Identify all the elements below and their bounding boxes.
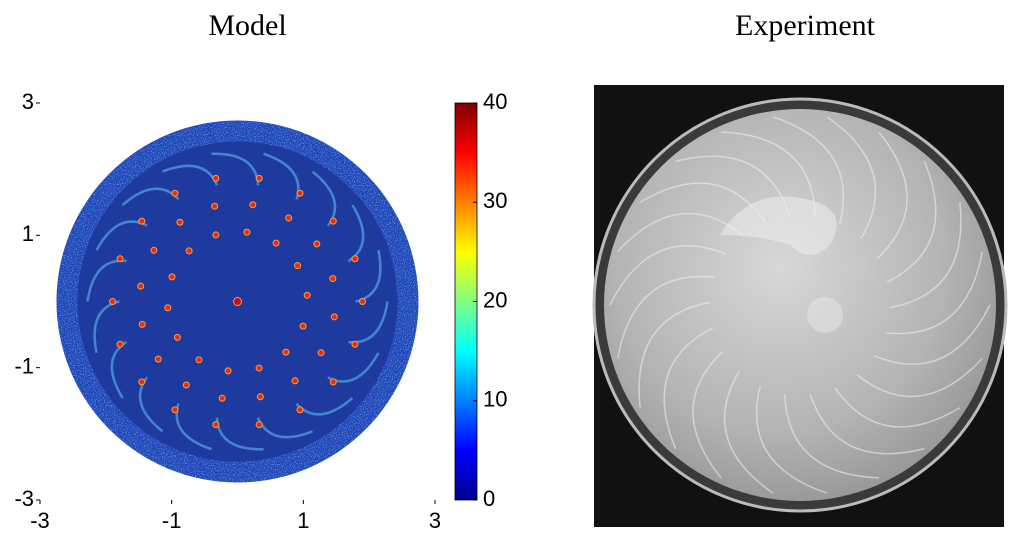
streak: [876, 131, 908, 260]
hotspot: [317, 349, 325, 357]
hotspot: [109, 298, 116, 305]
streak: [616, 275, 715, 359]
hotspot: [294, 262, 302, 270]
hotspot: [212, 421, 220, 429]
hotspot: [176, 218, 184, 226]
streak: [663, 327, 714, 449]
hotspot: [138, 217, 146, 225]
hotspot: [171, 189, 179, 197]
hotspot: [212, 231, 220, 239]
streak: [692, 350, 724, 479]
hotspot: [182, 381, 190, 389]
hotspot: [272, 239, 280, 247]
colorbar-tick-label: 40: [483, 89, 507, 114]
panel-title: Experiment: [735, 9, 876, 42]
streak: [889, 202, 962, 309]
hotspot: [351, 340, 359, 348]
streak: [856, 358, 983, 398]
streak: [783, 393, 879, 479]
hotspot: [255, 174, 263, 182]
hotspot: [218, 394, 226, 402]
hotspot: [303, 291, 311, 299]
hotspot: [195, 356, 203, 364]
hotspot: [329, 275, 337, 283]
hotspot: [150, 246, 158, 254]
colorbar-tick-label: 20: [483, 287, 507, 312]
hotspot: [351, 255, 359, 263]
hotspot: [359, 298, 366, 305]
colorbar-tick-label: 0: [483, 486, 495, 511]
hotspot: [329, 378, 337, 386]
hotspot: [256, 393, 264, 401]
hotspot: [164, 304, 172, 312]
hotspot: [255, 421, 263, 429]
y-tick-label: 3: [22, 89, 34, 114]
blob: [807, 297, 843, 333]
hotspot: [313, 240, 321, 248]
hotspot: [299, 322, 307, 330]
hotspot: [168, 273, 176, 281]
y-tick-label: -1: [14, 353, 34, 378]
streak: [721, 131, 817, 217]
hotspot: [173, 333, 181, 341]
x-tick-label: -3: [30, 508, 50, 533]
hotspot: [138, 320, 146, 328]
hotspot: [330, 313, 338, 321]
hotspot: [171, 406, 179, 414]
hotspot: [116, 340, 124, 348]
hotspot: [285, 214, 293, 222]
streak: [638, 301, 711, 408]
center-spot: [233, 297, 242, 306]
dish: [604, 109, 996, 501]
hotspot: [296, 406, 304, 414]
hotspot: [243, 228, 251, 236]
y-tick-label: 1: [22, 221, 34, 246]
streak: [772, 116, 845, 225]
panel-title: Model: [208, 9, 286, 42]
streak: [885, 251, 984, 335]
x-tick-label: 1: [297, 508, 309, 533]
hotspot: [212, 174, 220, 182]
hotspot: [185, 247, 193, 255]
streak: [723, 370, 774, 494]
streak: [755, 385, 828, 494]
hotspot: [154, 355, 162, 363]
hotspot: [291, 377, 299, 385]
x-tick-label: -1: [162, 508, 182, 533]
hotspot: [138, 378, 146, 386]
hotspot: [329, 217, 337, 225]
streak: [886, 161, 937, 283]
hotspot: [255, 364, 263, 372]
hotspot: [296, 189, 304, 197]
hotspot: [249, 201, 257, 209]
x-tick-label: 3: [429, 508, 441, 533]
hotspot: [137, 282, 145, 290]
hotspot: [224, 367, 232, 375]
streak: [873, 304, 991, 365]
streak: [834, 387, 961, 428]
hotspot: [282, 348, 290, 356]
y-tick-label: -3: [14, 486, 34, 511]
hotspot: [116, 255, 124, 263]
streak: [826, 116, 877, 240]
streak: [609, 245, 727, 306]
colorbar-tick-label: 10: [483, 387, 507, 412]
plume: [720, 196, 837, 255]
hotspot: [211, 202, 219, 210]
colorbar-tick-label: 30: [483, 188, 507, 213]
streak: [809, 394, 925, 455]
